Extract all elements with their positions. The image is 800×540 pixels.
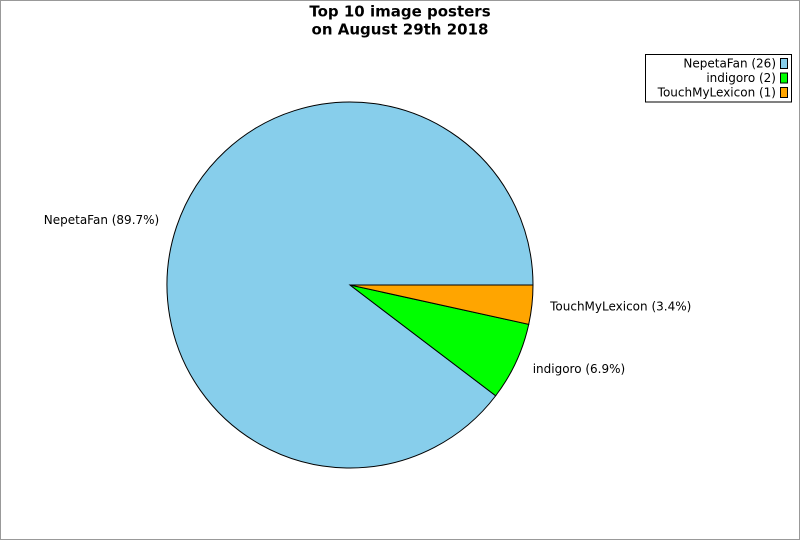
legend-swatch (780, 87, 788, 98)
pie-slice (349, 284, 534, 325)
legend-label: NepetaFan (26) (683, 57, 776, 71)
legend-box (645, 54, 792, 103)
slice-label: TouchMyLexicon (3.4%) (549, 299, 691, 313)
legend-swatch (780, 72, 788, 84)
chart-title: on August 29th 2018 (312, 21, 489, 39)
slice-label: indigoro (6.9%) (533, 362, 626, 376)
chart-title: Top 10 image posters (309, 3, 490, 21)
legend-label: TouchMyLexicon (1) (657, 86, 776, 100)
legend-swatch (780, 58, 788, 69)
slice-label: NepetaFan (89.7%) (44, 213, 159, 227)
legend-label: indigoro (2) (706, 71, 776, 85)
